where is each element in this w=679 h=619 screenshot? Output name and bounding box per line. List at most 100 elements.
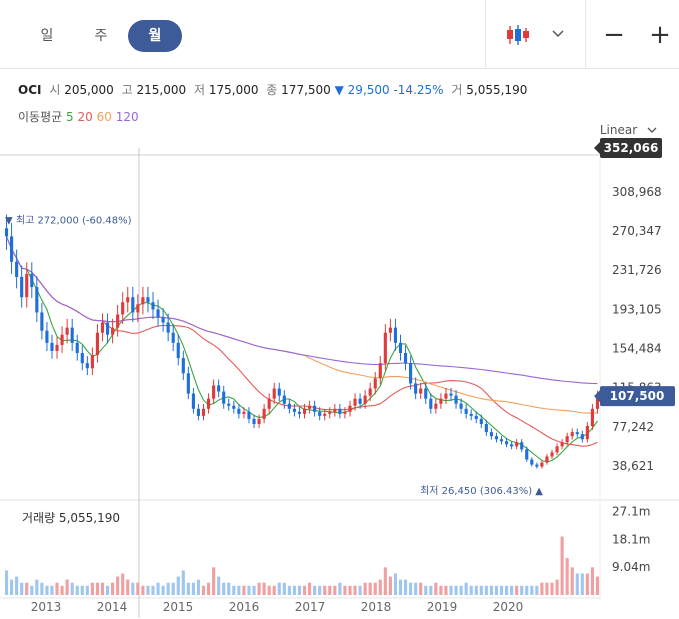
candle-body [474, 415, 478, 419]
volume-bar [545, 582, 549, 595]
year-label: 2019 [427, 600, 458, 614]
volume-bar [70, 582, 74, 595]
volume-bar [237, 585, 241, 595]
volume-bar [520, 585, 524, 595]
volume-bar [424, 585, 428, 595]
candle-body [504, 441, 509, 445]
volume-bar [10, 579, 14, 595]
volume-bar [373, 582, 377, 595]
volume-bar [419, 582, 423, 595]
candle-body [560, 442, 564, 447]
volume-bar [232, 585, 236, 595]
chevron-down-icon[interactable] [540, 18, 576, 52]
candle-body [328, 411, 332, 414]
ma-label: 이동평균 [18, 110, 63, 124]
price-tick-label: 193,105 [612, 302, 662, 316]
volume-bar [181, 570, 185, 595]
volume-bar [287, 585, 291, 595]
candle-body [595, 396, 600, 409]
candle-body [156, 309, 160, 318]
top-price-badge-arrow [594, 142, 600, 155]
volume-bar [212, 567, 216, 595]
price-tick-label: 308,968 [612, 185, 662, 199]
volume-bar [217, 576, 221, 595]
candle-body [257, 418, 261, 424]
volume-bar [363, 582, 367, 595]
high-annotation: ▼ 최고 272,000 (-60.48%) [5, 214, 132, 226]
volume-bar [348, 585, 352, 595]
volume-bar [378, 579, 382, 595]
volume-bar [560, 536, 564, 595]
candle-body [449, 393, 453, 396]
candle-body [222, 391, 226, 404]
volume-bar [414, 582, 418, 595]
volume-bar [65, 579, 69, 595]
volume-bar [403, 579, 408, 595]
candle-body [292, 408, 296, 412]
zoom-in-button[interactable]: + [649, 20, 671, 50]
volume-bar [4, 570, 9, 595]
tab-month[interactable]: 월 [128, 20, 182, 52]
candle-body [439, 398, 443, 404]
candle-body [75, 342, 79, 353]
candle-body [409, 363, 413, 384]
candle-body [419, 388, 423, 394]
candle-body [30, 273, 34, 288]
volume-bar [85, 585, 89, 595]
candle-body [368, 388, 372, 396]
candle-body [343, 411, 347, 414]
volume-bar [555, 579, 559, 595]
year-label: 2013 [31, 600, 62, 614]
zoom-out-button[interactable]: − [603, 20, 625, 50]
volume-bar [161, 585, 165, 595]
volume-bar [141, 585, 145, 595]
volume-bar [540, 582, 544, 595]
price-tick-label: 231,726 [612, 263, 662, 277]
volume-bar [302, 585, 307, 595]
candle-body [378, 363, 382, 379]
ma-20[interactable]: 20 [77, 110, 93, 124]
candle-body [333, 408, 337, 412]
volume-bar [95, 582, 100, 595]
candle-body [95, 332, 100, 356]
scale-selector[interactable]: Linear [600, 123, 657, 137]
candle-body [161, 317, 165, 323]
candle-body [80, 353, 84, 364]
candle-body [434, 403, 438, 409]
candle-body [277, 388, 281, 396]
volume-bar [282, 582, 286, 595]
candle-body [70, 327, 74, 343]
volume-bar [469, 585, 473, 595]
candle-body [151, 302, 155, 310]
candlestick-icon[interactable] [500, 18, 536, 52]
candle-body [196, 408, 201, 416]
candle-body [323, 413, 327, 416]
candle-body [575, 432, 579, 435]
candle-body [20, 276, 24, 298]
candle-body [10, 236, 14, 262]
volume-bar [75, 585, 79, 595]
candle-body [65, 327, 69, 335]
tab-week[interactable]: 주 [94, 28, 108, 44]
ma-60[interactable]: 60 [96, 110, 112, 124]
volume-bar [35, 579, 39, 595]
candle-body [166, 322, 170, 333]
candle-body [252, 418, 256, 424]
volume-bar [535, 585, 539, 595]
candle-body [237, 408, 241, 414]
volume-bar [429, 585, 433, 595]
volume-bar [277, 582, 281, 595]
ma-5[interactable]: 5 [66, 110, 74, 124]
ma-120[interactable]: 120 [115, 110, 139, 124]
candle-body [4, 228, 9, 237]
volume-bar [510, 585, 514, 595]
candle-body [141, 297, 145, 305]
candle-body [232, 405, 236, 409]
candle-body [520, 442, 524, 450]
volume-bar [353, 585, 357, 595]
candle-body [116, 314, 120, 328]
volume-bar [55, 582, 59, 595]
moving-average-legend: 이동평균 5 20 60 120 [18, 108, 139, 125]
tab-day[interactable]: 일 [40, 28, 54, 44]
